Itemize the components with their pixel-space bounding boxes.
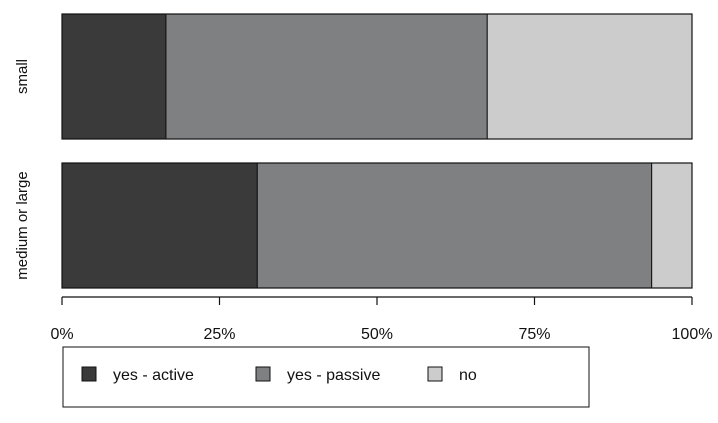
x-axis: 0% 25% 50% 75% 100% (50, 296, 713, 343)
legend-swatch (81, 366, 97, 382)
legend: yes - active yes - passive no (62, 346, 590, 408)
x-tick-label: 50% (361, 326, 393, 343)
bar-segment-1-2 (651, 162, 693, 289)
legend-label: no (459, 367, 477, 384)
x-tick-label: 25% (203, 326, 235, 343)
x-tick-label: 0% (50, 326, 73, 343)
bar-segment-0-0 (61, 13, 167, 140)
legend-swatch (427, 366, 443, 382)
bar-segment-0-2 (486, 13, 693, 140)
bar-segment-0-1 (165, 13, 488, 140)
category-labels: small medium or large (14, 59, 31, 280)
category-label: small (14, 59, 31, 94)
bar-outline (61, 162, 693, 289)
legend-swatch (255, 366, 271, 382)
x-tick-label: 100% (672, 326, 713, 343)
bars-layer (61, 13, 693, 289)
x-tick-label: 75% (518, 326, 550, 343)
legend-label: yes - active (113, 367, 194, 384)
bar-segment-1-0 (61, 162, 258, 289)
bar-outline (61, 13, 693, 140)
category-label: medium or large (14, 171, 31, 279)
legend-label: yes - passive (287, 367, 380, 384)
legend-box (62, 346, 590, 408)
bar-segment-1-1 (256, 162, 653, 289)
